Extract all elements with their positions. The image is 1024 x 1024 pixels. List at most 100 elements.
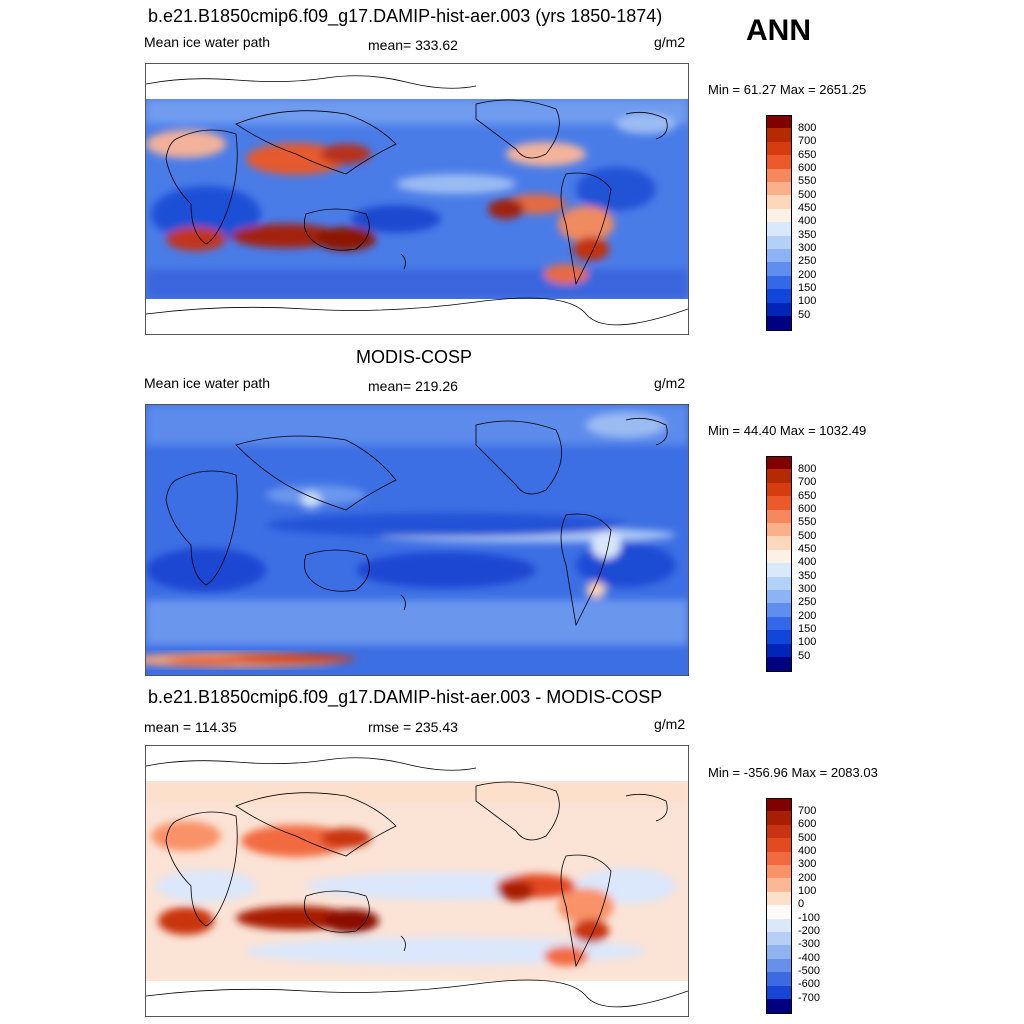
colorbar-swatch xyxy=(766,549,792,564)
panel3-colorbar-label: 200 xyxy=(798,872,817,884)
panel1-colorbar-label: 500 xyxy=(798,189,817,201)
colorbar-swatch xyxy=(766,235,792,250)
panel2-units: g/m2 xyxy=(654,375,686,391)
panel3-minmax: Min = -356.96 Max = 2083.03 xyxy=(708,765,878,780)
panel3-colorbar-label: 400 xyxy=(798,845,817,857)
panel2-mean-label: mean= 219.26 xyxy=(368,378,458,394)
panel2-coastlines xyxy=(165,417,668,627)
panel3-colorbar-label: 600 xyxy=(798,818,817,830)
panel3-colorbar-label: -400 xyxy=(798,952,821,964)
colorbar-swatch xyxy=(766,824,792,839)
panel1-colorbar-label: 600 xyxy=(798,162,817,174)
panel1-map xyxy=(145,63,689,335)
colorbar-swatch xyxy=(766,999,792,1014)
panel3-colorbar-label: 700 xyxy=(798,805,817,817)
panel2-colorbar-label: 300 xyxy=(798,583,817,595)
colorbar-swatch xyxy=(766,811,792,826)
colorbar-swatch xyxy=(766,155,792,170)
panel3-title: b.e21.B1850cmip6.f09_g17.DAMIP-hist-aer.… xyxy=(148,687,663,707)
panel1-colorbar-label: 250 xyxy=(798,255,817,267)
panel1-units: g/m2 xyxy=(654,34,686,50)
panel3-rmse-label: rmse = 235.43 xyxy=(368,719,458,735)
colorbar-swatch xyxy=(766,275,792,290)
colorbar-swatch xyxy=(766,643,792,658)
colorbar-swatch xyxy=(766,208,792,223)
panel3-colorbar-label: -700 xyxy=(798,992,821,1004)
colorbar-swatch xyxy=(766,851,792,866)
colorbar-swatch xyxy=(766,878,792,893)
panel2-title: MODIS-COSP xyxy=(356,347,473,367)
colorbar-swatch xyxy=(766,523,792,537)
panel1-left-label: Mean ice water path xyxy=(144,34,271,50)
colorbar-swatch xyxy=(766,905,792,920)
colorbar-swatch xyxy=(766,891,792,906)
colorbar-swatch xyxy=(766,289,792,304)
colorbar-swatch xyxy=(766,456,792,471)
panel1-colorbar-label: 350 xyxy=(798,229,817,241)
panel1-colorbar-label: 100 xyxy=(798,295,817,307)
panel2-colorbar-label: 500 xyxy=(798,530,817,542)
colorbar-swatch xyxy=(766,469,792,484)
panel3-colorbar-label: -500 xyxy=(798,965,821,977)
colorbar-swatch xyxy=(766,865,792,879)
colorbar-swatch xyxy=(766,616,792,631)
panel3-map xyxy=(145,745,689,1017)
panel3-colorbar-label: 100 xyxy=(798,885,817,897)
panel3-colorbar-label: 500 xyxy=(798,832,817,844)
colorbar-swatch xyxy=(766,945,792,960)
panel3-coastlines xyxy=(146,757,688,1008)
panel3-colorbar-label: -100 xyxy=(798,912,821,924)
panel1-colorbar-label: 700 xyxy=(798,135,817,147)
panel1-colorbar-label: 650 xyxy=(798,149,817,161)
panel1-colorbar-label: 200 xyxy=(798,269,817,281)
panel1-colorbar-label: 400 xyxy=(798,215,817,227)
colorbar-swatch xyxy=(766,262,792,277)
panel2-colorbar-label: 200 xyxy=(798,610,817,622)
colorbar-swatch xyxy=(766,932,792,946)
colorbar-swatch xyxy=(766,168,792,183)
colorbar-swatch xyxy=(766,195,792,210)
colorbar-swatch xyxy=(766,630,792,645)
colorbar-swatch xyxy=(766,182,792,196)
colorbar-swatch xyxy=(766,958,792,973)
colorbar-swatch xyxy=(766,115,792,130)
panel2-left-label: Mean ice water path xyxy=(144,375,271,391)
panel2-field xyxy=(146,405,688,675)
panel3-mean-label: mean = 114.35 xyxy=(144,719,237,735)
panel2-colorbar-label: 650 xyxy=(798,490,817,502)
panel1-title: b.e21.B1850cmip6.f09_g17.DAMIP-hist-aer.… xyxy=(148,6,663,26)
panel2-colorbar-label: 800 xyxy=(798,463,817,475)
panel3-units: g/m2 xyxy=(654,716,686,732)
colorbar-swatch xyxy=(766,985,792,1000)
colorbar-swatch xyxy=(766,590,792,604)
panel1-colorbar-label: 800 xyxy=(798,122,817,134)
panel2-colorbar-label: 600 xyxy=(798,503,817,515)
colorbar-swatch xyxy=(766,918,792,933)
colorbar-swatch xyxy=(766,128,792,143)
panel2-colorbar-label: 400 xyxy=(798,556,817,568)
panel1-colorbar-label: 550 xyxy=(798,175,817,187)
panel3-colorbar-label: -300 xyxy=(798,938,821,950)
panel1-field xyxy=(146,64,688,334)
panel1-colorbar-label: 50 xyxy=(798,309,811,321)
panel1-minmax: Min = 61.27 Max = 2651.25 xyxy=(708,82,867,97)
panel2-colorbar-label: 550 xyxy=(798,516,817,528)
panel3-colorbar-label: -600 xyxy=(798,978,821,990)
colorbar-swatch xyxy=(766,249,792,263)
panel1-coastlines xyxy=(146,75,688,326)
panel2-colorbar-label: 150 xyxy=(798,623,817,635)
panel2-colorbar-label: 50 xyxy=(798,650,811,662)
panel2-colorbar-label: 450 xyxy=(798,543,817,555)
panel2-colorbar-label: 350 xyxy=(798,570,817,582)
panel3-colorbar-label: 0 xyxy=(798,898,805,910)
season-label: ANN xyxy=(746,14,811,47)
panel2-map xyxy=(145,404,689,676)
panel3-colorbar-label: 300 xyxy=(798,858,817,870)
panel1-mean-label: mean= 333.62 xyxy=(368,37,458,53)
colorbar-swatch xyxy=(766,972,792,987)
panel2-colorbar-label: 250 xyxy=(798,596,817,608)
panel3-field xyxy=(146,746,688,1016)
colorbar-swatch xyxy=(766,657,792,672)
colorbar-swatch xyxy=(766,222,792,237)
panel2-colorbar-label: 100 xyxy=(798,636,817,648)
